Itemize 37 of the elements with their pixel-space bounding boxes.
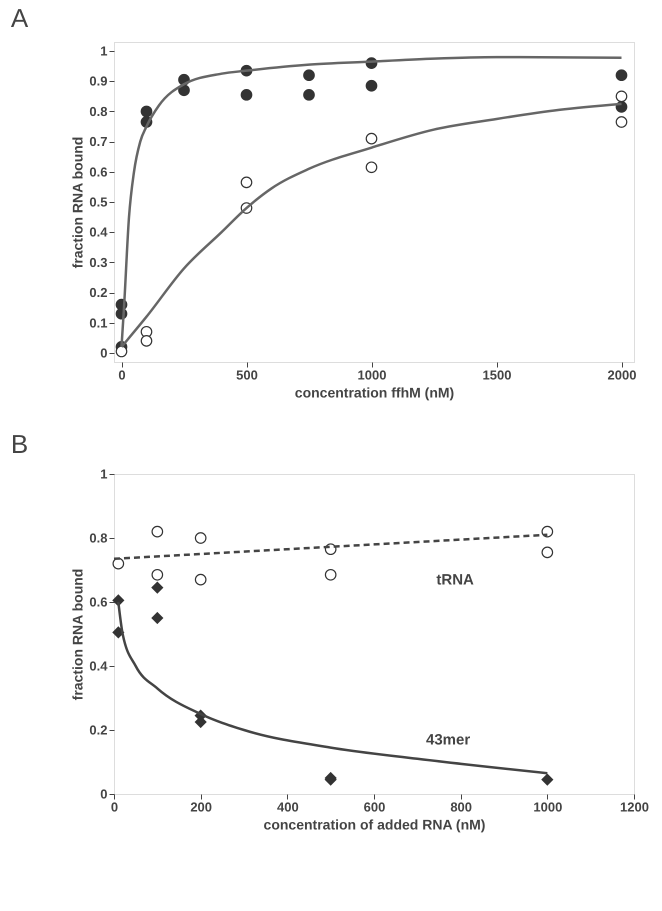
y-tick-label: 0.2 bbox=[89, 722, 108, 738]
y-tick-label: 0.4 bbox=[89, 658, 108, 674]
x-tick-label: 0 bbox=[118, 368, 126, 382]
x-tick-label: 1200 bbox=[620, 800, 649, 814]
y-tick-label: 0.6 bbox=[89, 594, 108, 610]
x-tick-label: 200 bbox=[190, 800, 212, 814]
x-tick-label: 0 bbox=[110, 800, 118, 814]
y-tick-label: 0 bbox=[100, 345, 108, 360]
y-tick-label: 0.2 bbox=[89, 285, 108, 300]
x-tick-label: 400 bbox=[276, 800, 299, 814]
y-tick-label: 0.7 bbox=[89, 134, 108, 150]
x-tick-label: 1000 bbox=[358, 368, 386, 382]
x-axis-title: concentration of added RNA (nM) bbox=[264, 816, 486, 832]
y-tick-label: 0.8 bbox=[89, 530, 108, 546]
y-tick-label: 0.4 bbox=[89, 224, 108, 240]
y-tick-label: 0.8 bbox=[89, 104, 108, 119]
y-tick-label: 0.5 bbox=[89, 194, 108, 210]
y-tick-label: 0.6 bbox=[89, 164, 108, 180]
x-axis-title: concentration ffhM (nM) bbox=[294, 384, 454, 400]
y-tick-label: 1 bbox=[100, 44, 108, 59]
y-axis-title: fraction RNA bound bbox=[69, 136, 86, 268]
y-tick-label: 0.1 bbox=[89, 315, 108, 330]
x-tick-label: 500 bbox=[236, 368, 258, 382]
y-axis-title: fraction RNA bound bbox=[69, 568, 86, 700]
x-tick-label: 600 bbox=[364, 800, 386, 814]
x-tick-label: 2000 bbox=[608, 368, 636, 382]
y-tick-label: 0.9 bbox=[89, 74, 108, 89]
chart-title: B bbox=[10, 429, 28, 459]
x-tick-label: 1500 bbox=[482, 368, 512, 382]
x-tick-label: 1000 bbox=[533, 800, 562, 814]
y-tick-label: 0.3 bbox=[89, 254, 108, 270]
annotation: tRNA bbox=[436, 572, 474, 589]
y-tick-label: 1 bbox=[100, 466, 108, 482]
chart-title: A bbox=[10, 3, 29, 33]
annotation: 43mer bbox=[426, 732, 470, 749]
x-tick-label: 800 bbox=[450, 800, 472, 814]
y-tick-label: 0 bbox=[100, 786, 108, 802]
